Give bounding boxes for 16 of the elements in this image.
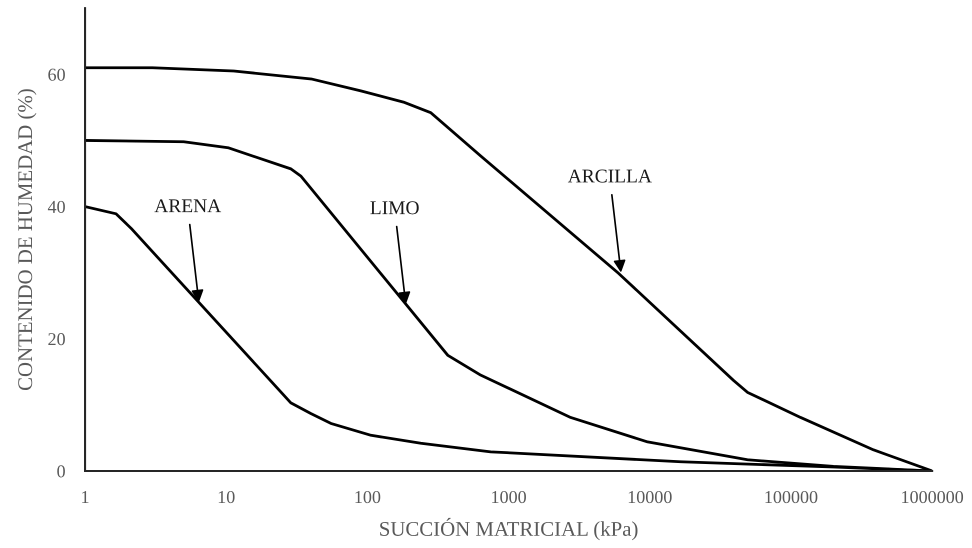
x-tick-label: 10000 — [628, 490, 672, 504]
x-tick-label: 1 — [82, 491, 88, 503]
annotation: ARCILLA — [568, 170, 652, 183]
y-tick-label: 40 — [48, 200, 65, 213]
x-tick-label: 100000 — [765, 490, 818, 504]
x-tick-label: 1000 — [492, 490, 526, 504]
y-tick-label: 0 — [57, 465, 65, 478]
x-axis-title: SUCCIÓN MATRICIAL (kPa) — [380, 518, 638, 540]
y-axis-title: CONTENIDO DE HUMEDAD (%) — [18, 89, 36, 390]
x-tick-label: 1000000 — [902, 490, 964, 504]
y-tick-label: 60 — [48, 68, 65, 81]
annotation: LIMO — [370, 201, 419, 214]
x-tick-label: 10 — [218, 490, 235, 504]
y-tick-label: 20 — [48, 333, 65, 346]
annotation: ARENA — [154, 199, 222, 212]
x-tick-label: 100 — [355, 490, 380, 504]
